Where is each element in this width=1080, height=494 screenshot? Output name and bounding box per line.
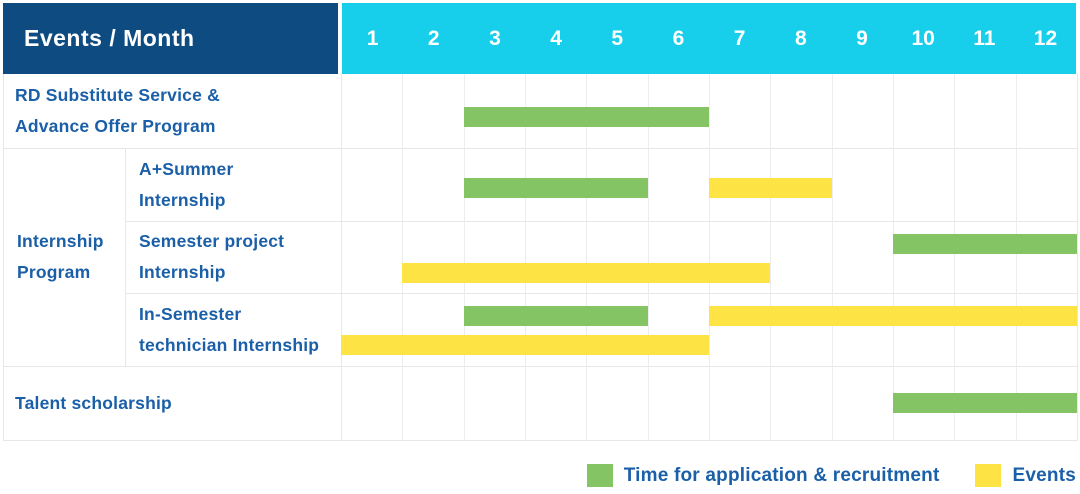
row-label-semester-project-internship: Semester project Internship <box>139 221 339 293</box>
gantt-bar-event <box>341 335 709 355</box>
chart-body: RD Substitute Service & Advance Offer Pr… <box>3 74 1078 441</box>
month-header-cell: 6 <box>672 26 685 50</box>
gantt-bar-event <box>709 306 1077 326</box>
group-label-internship-program: Internship Program <box>17 148 125 366</box>
month-header-cell: 10 <box>911 26 935 50</box>
grid-vline-month <box>709 74 710 440</box>
row-label-line: In-Semester <box>139 303 242 324</box>
grid-vline-month <box>402 74 404 440</box>
gantt-table: Events / Month 1 2 3 4 5 6 7 8 9 10 11 12 RD Substi… <box>3 3 1078 441</box>
row-label-line: technician Internship <box>139 334 320 355</box>
row-label-line: Internship <box>139 262 226 282</box>
row-label-line: Talent scholarship <box>15 392 172 413</box>
month-header-cell: 7 <box>733 26 746 50</box>
gantt-bar-application <box>463 177 648 198</box>
grid-vline-month <box>831 74 833 440</box>
group-label-line: Internship <box>17 231 104 251</box>
gantt-bar-application <box>463 306 648 326</box>
row-label-line: Semester project <box>139 231 285 251</box>
corner-header-label: Events / Month <box>24 25 195 51</box>
grid-hline <box>4 148 1077 149</box>
legend-swatch-green <box>586 464 613 487</box>
row-label-line: A+Summer <box>139 158 234 179</box>
month-header-cell: 9 <box>856 26 868 50</box>
legend-label-events: Events <box>1012 464 1076 486</box>
legend-swatch-yellow <box>975 464 1002 487</box>
row-label-line: Advance Offer Program <box>15 116 216 136</box>
row-label-rd-substitute-service: RD Substitute Service & Advance Offer Pr… <box>15 74 341 148</box>
months-header: 1 2 3 4 5 6 7 8 9 10 11 12 <box>342 3 1076 74</box>
row-label-a-summer-internship: A+Summer Internship <box>139 148 339 221</box>
gantt-bar-application <box>893 393 1077 413</box>
legend-item-events: Events <box>975 464 1076 487</box>
month-header-cell: 1 <box>366 26 379 50</box>
row-label-line: RD Substitute Service & <box>15 85 220 105</box>
month-header-cell: 5 <box>611 26 624 50</box>
corner-header-cell: Events / Month <box>3 3 338 74</box>
legend: Time for application & recruitment Event… <box>586 464 1076 487</box>
month-header-cell: 3 <box>489 26 501 50</box>
grid-vline-sub-divider <box>125 148 126 366</box>
grid-vline-month <box>954 74 956 440</box>
grid-hline <box>125 221 1077 222</box>
grid-vline-month <box>893 74 894 440</box>
grid-vline-month <box>647 74 649 440</box>
grid-vline-month <box>463 74 465 440</box>
legend-label-application: Time for application & recruitment <box>623 464 940 486</box>
month-header-cell: 11 <box>973 26 996 50</box>
row-label-talent-scholarship: Talent scholarship <box>15 366 341 440</box>
grid-vline-month <box>525 74 526 440</box>
gantt-bar-application <box>893 234 1077 254</box>
grid-vline-month <box>586 74 588 440</box>
gantt-bar-event <box>709 177 832 198</box>
grid-hline <box>4 366 1077 367</box>
month-header-cell: 12 <box>1033 26 1058 50</box>
row-label-in-semester-technician-internship: In-Semester technician Internship <box>139 293 339 366</box>
table-header: Events / Month 1 2 3 4 5 6 7 8 9 10 11 12 <box>3 3 1076 74</box>
grid-vline-month <box>770 74 772 440</box>
month-header-cell: 2 <box>427 26 440 50</box>
group-label-line: Program <box>17 262 91 282</box>
row-label-line: Internship <box>139 189 226 210</box>
grid-vline-month <box>1015 74 1017 440</box>
grid-hline <box>125 293 1077 294</box>
legend-item-application: Time for application & recruitment <box>586 464 940 487</box>
gantt-bar-event <box>402 263 771 283</box>
gantt-bar-application <box>463 107 709 127</box>
month-header-cell: 8 <box>794 26 807 50</box>
month-header-cell: 4 <box>550 26 562 50</box>
grid-vline-label-divider <box>341 74 342 440</box>
